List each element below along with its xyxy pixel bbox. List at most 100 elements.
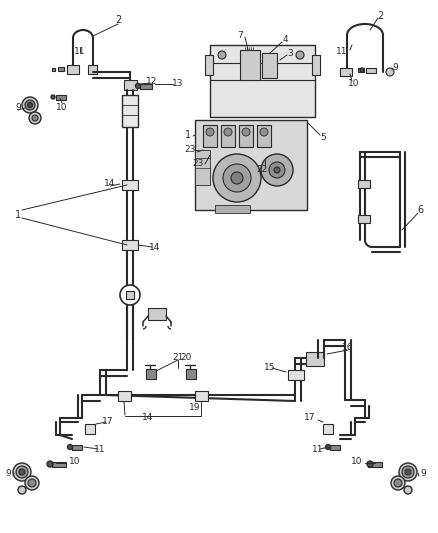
Text: 16: 16	[342, 343, 354, 352]
Circle shape	[25, 100, 35, 110]
Text: 13: 13	[172, 79, 184, 88]
Bar	[358, 180, 370, 188]
Bar	[240, 50, 260, 80]
Bar	[148, 308, 166, 320]
Circle shape	[218, 51, 226, 59]
Circle shape	[32, 115, 38, 121]
Bar	[140, 84, 152, 89]
Circle shape	[16, 466, 28, 478]
Text: 4: 4	[282, 36, 288, 44]
Text: 23: 23	[184, 146, 196, 155]
Text: 1: 1	[185, 130, 191, 140]
Bar	[358, 215, 370, 223]
Text: 14: 14	[142, 414, 154, 423]
Circle shape	[367, 461, 373, 467]
Bar	[67, 65, 79, 74]
Text: 11: 11	[74, 47, 86, 56]
Text: 17: 17	[102, 417, 114, 426]
Circle shape	[325, 445, 331, 449]
Circle shape	[29, 112, 41, 124]
Bar	[195, 391, 208, 401]
Bar	[312, 55, 320, 75]
Circle shape	[47, 461, 53, 467]
Circle shape	[224, 128, 232, 136]
Circle shape	[206, 128, 214, 136]
Text: 9: 9	[392, 63, 398, 72]
Bar	[195, 150, 210, 185]
Circle shape	[120, 285, 140, 305]
Bar	[122, 95, 138, 127]
Bar	[186, 369, 196, 379]
Text: 2: 2	[115, 15, 121, 25]
Text: 5: 5	[320, 133, 326, 141]
Text: 19: 19	[189, 403, 201, 413]
Text: 11: 11	[336, 47, 348, 56]
Text: 11: 11	[312, 445, 324, 454]
Circle shape	[28, 102, 32, 108]
Circle shape	[360, 68, 364, 72]
Circle shape	[19, 469, 25, 475]
Circle shape	[391, 476, 405, 490]
Text: 9: 9	[5, 469, 11, 478]
Text: 12: 12	[146, 77, 158, 86]
Text: 23: 23	[192, 158, 204, 167]
Text: 10: 10	[351, 457, 363, 466]
Text: 7: 7	[237, 30, 243, 39]
Bar	[88, 65, 97, 74]
Text: 2: 2	[377, 11, 383, 21]
Text: 9: 9	[420, 469, 426, 478]
Circle shape	[135, 84, 141, 88]
Bar	[126, 291, 134, 299]
Text: 15: 15	[264, 362, 276, 372]
Bar	[124, 80, 137, 90]
Text: 21: 21	[172, 352, 184, 361]
Bar	[122, 180, 138, 190]
Circle shape	[51, 95, 55, 99]
Circle shape	[296, 51, 304, 59]
Circle shape	[260, 128, 268, 136]
Bar	[52, 68, 55, 71]
Bar	[358, 68, 364, 72]
Circle shape	[25, 476, 39, 490]
Bar	[118, 391, 131, 401]
Circle shape	[274, 167, 280, 173]
Bar	[288, 370, 304, 380]
Bar	[262, 53, 277, 78]
Bar	[366, 68, 376, 73]
Bar	[215, 205, 250, 213]
Bar	[306, 352, 324, 366]
Circle shape	[261, 154, 293, 186]
Circle shape	[394, 479, 402, 487]
Bar	[210, 45, 315, 117]
Circle shape	[67, 445, 73, 449]
Bar	[340, 68, 352, 76]
Bar	[195, 120, 307, 210]
Text: 6: 6	[417, 205, 423, 215]
Bar	[122, 240, 138, 250]
Bar	[330, 445, 340, 450]
Circle shape	[213, 154, 261, 202]
Text: 9: 9	[15, 103, 21, 112]
Bar	[72, 445, 82, 450]
Bar	[257, 125, 271, 147]
Circle shape	[404, 486, 412, 494]
Circle shape	[223, 164, 251, 192]
Text: 14: 14	[104, 180, 116, 189]
Circle shape	[22, 97, 38, 113]
Bar	[368, 462, 382, 467]
Bar	[58, 67, 64, 71]
Text: 22: 22	[256, 166, 268, 174]
Text: 10: 10	[348, 79, 360, 88]
Bar	[221, 125, 235, 147]
Bar	[239, 125, 253, 147]
Circle shape	[405, 469, 411, 475]
Text: 11: 11	[94, 445, 106, 454]
Bar	[323, 424, 333, 434]
Bar	[52, 462, 66, 467]
Circle shape	[402, 466, 414, 478]
Circle shape	[269, 162, 285, 178]
Text: 17: 17	[304, 414, 316, 423]
Bar	[205, 55, 213, 75]
Text: 20: 20	[180, 353, 192, 362]
Circle shape	[18, 486, 26, 494]
